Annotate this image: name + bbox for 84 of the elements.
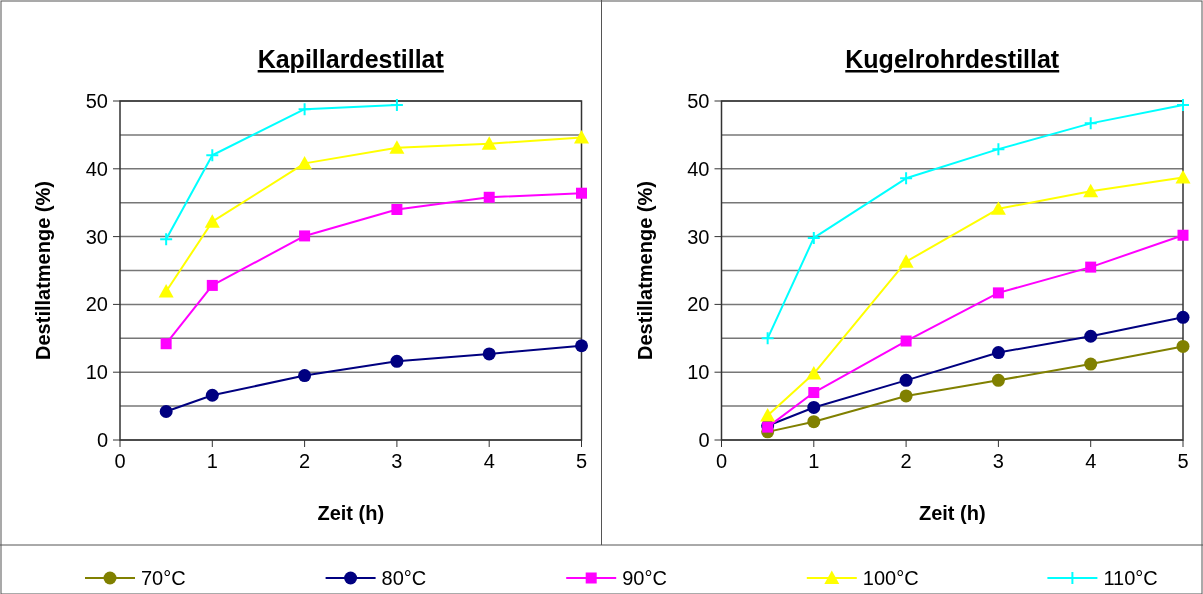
point xyxy=(1176,339,1190,353)
legend-label: 70°C xyxy=(141,567,186,589)
point xyxy=(483,191,495,203)
point xyxy=(807,415,821,429)
y-tick-label: 50 xyxy=(687,90,710,112)
x-tick-label: 1 xyxy=(808,450,820,472)
legend-label: 90°C xyxy=(622,567,667,589)
point xyxy=(898,254,914,268)
x-tick-label: 2 xyxy=(900,450,912,472)
point xyxy=(900,335,912,347)
point xyxy=(899,389,913,403)
point xyxy=(899,373,913,387)
x-tick-label: 5 xyxy=(1177,450,1189,472)
x-tick-label: 3 xyxy=(992,450,1004,472)
x-tick-label: 4 xyxy=(1085,450,1097,472)
point xyxy=(298,369,312,383)
x-tick-label: 2 xyxy=(299,450,311,472)
y-tick-label: 30 xyxy=(85,225,108,248)
point xyxy=(204,214,220,228)
point xyxy=(760,408,776,422)
point xyxy=(481,136,497,150)
point xyxy=(1083,116,1098,131)
point xyxy=(390,354,404,368)
point xyxy=(299,230,311,242)
point xyxy=(391,203,403,215)
point xyxy=(389,140,405,154)
x-axis-title: Zeit (h) xyxy=(918,502,986,524)
point xyxy=(990,201,1006,215)
y-tick-label: 50 xyxy=(85,90,108,112)
point xyxy=(991,142,1006,157)
point xyxy=(160,338,172,350)
point xyxy=(159,405,173,419)
legend-label: 80°C xyxy=(381,567,427,589)
x-tick-label: 0 xyxy=(114,450,126,472)
point xyxy=(991,346,1005,360)
point xyxy=(992,287,1004,299)
y-tick-label: 20 xyxy=(687,293,710,316)
point xyxy=(1176,310,1190,324)
x-tick-label: 3 xyxy=(391,450,403,472)
point xyxy=(297,155,313,170)
point xyxy=(1177,229,1189,241)
point xyxy=(806,366,822,380)
x-tick-label: 5 xyxy=(575,450,588,472)
legend-label: 100°C xyxy=(862,567,919,589)
x-tick-label: 0 xyxy=(715,450,728,472)
point xyxy=(482,347,496,361)
y-axis-title: Destillatmenge (%) xyxy=(32,181,54,360)
point xyxy=(205,388,219,402)
point xyxy=(159,232,174,247)
point xyxy=(1084,329,1098,343)
point xyxy=(297,102,312,117)
y-tick-label: 0 xyxy=(96,429,108,451)
point xyxy=(1084,357,1098,371)
x-tick-label: 1 xyxy=(206,450,218,472)
point xyxy=(899,171,914,186)
point xyxy=(1176,98,1190,113)
point xyxy=(808,387,820,399)
y-tick-label: 10 xyxy=(85,361,108,384)
point xyxy=(389,98,404,113)
y-axis-title: Destillatmenge (%) xyxy=(633,181,656,360)
y-tick-label: 30 xyxy=(687,225,710,248)
y-tick-label: 20 xyxy=(85,293,108,316)
legend-label: 110°C xyxy=(1103,567,1158,589)
y-tick-label: 0 xyxy=(698,429,710,451)
point xyxy=(1083,183,1099,198)
y-tick-label: 40 xyxy=(687,157,710,180)
chart-title: Kugelrohrdestillat xyxy=(845,45,1060,73)
y-tick-label: 40 xyxy=(85,157,108,180)
point xyxy=(806,230,821,245)
point xyxy=(1085,261,1097,273)
chart-title: Kapillardestillat xyxy=(257,45,445,73)
point xyxy=(760,331,775,346)
point xyxy=(205,148,220,163)
x-axis-title: Zeit (h) xyxy=(317,502,385,524)
point xyxy=(807,400,821,414)
y-tick-label: 10 xyxy=(687,361,710,384)
point xyxy=(158,284,174,298)
x-tick-label: 4 xyxy=(483,450,495,472)
point xyxy=(991,373,1005,387)
point xyxy=(575,339,588,353)
point xyxy=(576,187,587,199)
point xyxy=(574,130,589,144)
point xyxy=(1175,170,1191,184)
point xyxy=(206,279,218,291)
